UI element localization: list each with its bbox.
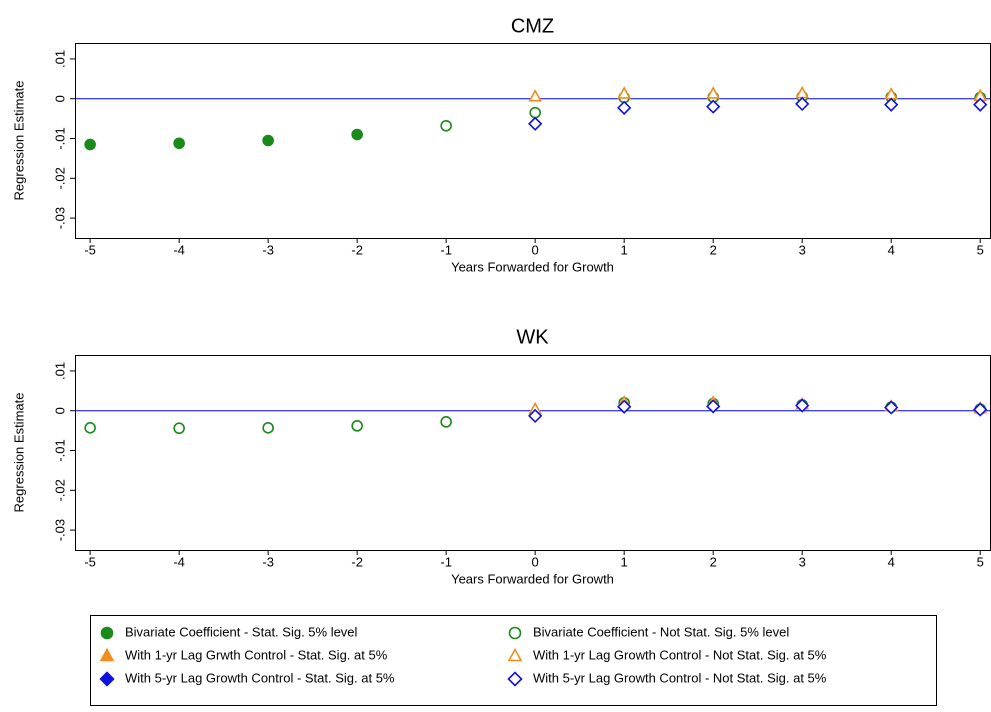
y-tick-label: -.01 [52,127,67,149]
y-tick-label: -.03 [52,519,67,541]
legend-item: With 1-yr Lag Growth Control - Not Stat.… [507,647,827,662]
plot-frame [75,43,991,239]
chart-title: WK [516,326,549,348]
legend-marker [99,647,115,662]
x-tick-label: -4 [173,554,185,569]
x-tick-label: -5 [84,242,96,257]
marker [706,99,721,114]
marker [529,106,541,119]
x-tick-label: 2 [710,242,717,257]
marker [262,422,274,434]
marker [528,408,543,424]
y-tick-label: -.02 [52,479,67,501]
legend-item: Bivariate Coefficient - Stat. Sig. 5% le… [100,624,358,640]
legend-label: Bivariate Coefficient - Not Stat. Sig. 5… [533,624,789,639]
x-tick-label: 2 [710,554,717,569]
x-tick-label: 0 [532,554,539,569]
plot-frame [75,355,991,551]
x-tick-label: -3 [262,554,274,569]
legend-item: With 1-yr Lag Grwth Control - Stat. Sig.… [99,647,388,662]
marker [617,86,632,99]
legend-item: With 5-yr Lag Growth Control - Stat. Sig… [99,670,395,687]
x-tick-label: -4 [173,242,185,257]
marker [973,402,988,417]
y-tick-label: -.01 [52,439,67,461]
marker [440,119,452,132]
marker [84,138,96,151]
marker [351,128,363,141]
x-tick-label: 3 [799,554,806,569]
marker [84,422,96,434]
y-tick-label: 0 [52,95,67,102]
legend-label: With 5-yr Lag Growth Control - Not Stat.… [533,670,827,685]
marker [528,116,543,131]
legend-marker [100,626,114,640]
x-tick-label: 3 [799,242,806,257]
marker [173,422,185,435]
x-tick-label: 0 [532,242,539,257]
legend-label: Bivariate Coefficient - Stat. Sig. 5% le… [125,624,358,639]
legend-marker [508,626,522,640]
y-tick-label: .01 [52,50,67,68]
marker [706,399,721,414]
y-tick-label: -.02 [52,167,67,189]
x-tick-label: 5 [977,242,984,257]
x-tick-label: -2 [351,242,363,257]
y-tick-label: 0 [52,407,67,414]
marker [795,96,810,112]
marker [173,137,185,150]
y-axis-label: Regression Estimate [11,393,26,513]
x-tick-label: 1 [621,242,628,257]
marker [884,400,899,415]
marker [617,100,632,115]
legend-marker [507,647,523,662]
marker [973,97,988,112]
legend-item: With 5-yr Lag Growth Control - Not Stat.… [507,670,827,687]
x-tick-label: -3 [262,242,274,257]
legend-item: Bivariate Coefficient - Not Stat. Sig. 5… [508,624,789,640]
marker [351,420,363,432]
x-tick-label: 4 [888,242,895,257]
marker [528,89,543,102]
marker [440,416,452,428]
marker [617,399,632,414]
legend-label: With 1-yr Lag Grwth Control - Stat. Sig.… [125,647,388,662]
marker [706,86,721,99]
x-tick-label: -1 [440,242,452,257]
x-tick-label: -5 [84,554,96,569]
legend-label: With 1-yr Lag Growth Control - Not Stat.… [533,647,827,662]
y-tick-label: -.03 [52,207,67,229]
legend-marker [507,671,523,687]
marker [262,134,274,147]
marker [884,97,899,112]
x-tick-label: 5 [977,554,984,569]
chart-title: CMZ [511,15,554,37]
x-axis-label: Years Forwarded for Growth [451,259,614,274]
legend-box [90,615,937,706]
x-tick-label: 4 [888,554,895,569]
x-tick-label: -2 [351,554,363,569]
legend-label: With 5-yr Lag Growth Control - Stat. Sig… [125,670,395,685]
y-axis-label: Regression Estimate [11,81,26,201]
marker [795,398,810,413]
x-tick-label: -1 [440,554,452,569]
y-tick-label: .01 [52,362,67,380]
legend-marker [99,671,115,687]
x-axis-label: Years Forwarded for Growth [451,571,614,586]
x-tick-label: 1 [621,554,628,569]
